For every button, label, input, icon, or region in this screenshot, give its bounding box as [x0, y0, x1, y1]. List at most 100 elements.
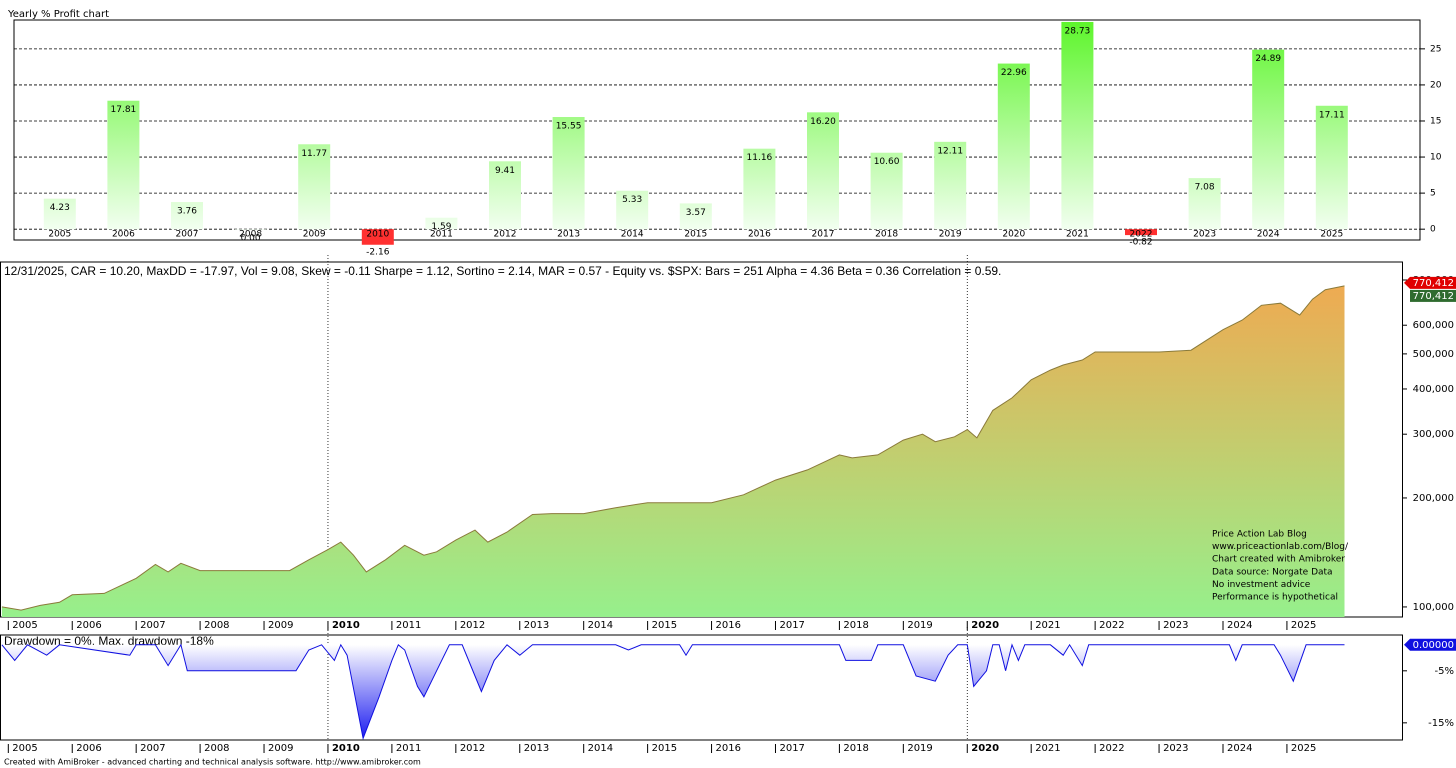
x-tick-label: 2005 [12, 620, 37, 631]
x-tick-label: 2007 [140, 620, 165, 631]
bar [870, 152, 903, 230]
profit-panel [13, 19, 1421, 241]
bar [1252, 49, 1285, 230]
x-tick-label: 2025 [1291, 620, 1316, 631]
x-tick-label: 2018 [843, 620, 868, 631]
area-fill [1, 285, 1345, 617]
y-tick-label: 15 [1430, 116, 1441, 126]
bar [489, 161, 521, 230]
x-tick-label: 2018 [843, 743, 868, 754]
bar [425, 217, 458, 230]
value-label: 0.00 [241, 234, 261, 244]
x-tick-label: 2019 [939, 230, 962, 240]
value-label: 22.96 [1001, 68, 1027, 78]
x-tick-label: 2017 [812, 230, 835, 240]
value-label: -2.16 [366, 247, 390, 257]
end-box [1410, 289, 1456, 302]
value-label: 24.89 [1255, 54, 1281, 64]
bar [1061, 21, 1094, 230]
annotation: Chart created with Amibroker [1212, 555, 1345, 565]
end-marker [1404, 638, 1456, 651]
x-tick-label: 2023 [1163, 743, 1188, 754]
x-tick-label: 2013 [524, 743, 549, 754]
x-tick-label: 2011 [396, 620, 421, 631]
x-tick-label: 2009 [268, 743, 293, 754]
y-tick-label: 400,000 [1413, 384, 1454, 395]
x-tick-label: 2014 [588, 743, 613, 754]
y-tick-label: 300,000 [1413, 429, 1454, 440]
value-label: 17.81 [111, 105, 137, 115]
x-tick-label: 2020 [1002, 230, 1025, 240]
bar [997, 63, 1030, 230]
x-tick-label: 2016 [748, 230, 771, 240]
drawdown-header: Drawdown = 0%, Max. drawdown -18% [4, 634, 214, 648]
y-tick-label: 600,000 [1413, 320, 1454, 331]
x-tick-label: 2023 [1163, 620, 1188, 631]
x-tick-label: 2017 [779, 620, 804, 631]
x-tick-label: 2017 [779, 743, 804, 754]
value-label: -0.82 [1129, 238, 1152, 248]
annotation: Performance is hypothetical [1212, 593, 1338, 603]
end-label: 770,412 [1413, 278, 1454, 289]
x-tick-label: 2010 [366, 230, 389, 240]
value-label: 12.11 [937, 146, 963, 156]
bar [552, 117, 585, 230]
x-tick-label: 2006 [76, 620, 101, 631]
x-tick-label: 2015 [652, 743, 677, 754]
x-tick-label: 2024 [1227, 620, 1252, 631]
x-tick-label: 2020 [971, 743, 999, 754]
y-tick-label: 100,000 [1413, 602, 1454, 613]
x-tick-label: 2007 [140, 743, 165, 754]
x-tick-label: 2008 [239, 230, 262, 240]
x-tick-label: 2024 [1227, 743, 1252, 754]
x-tick-label: 2022 [1130, 230, 1153, 240]
x-tick-label: 2025 [1291, 743, 1316, 754]
bar [1188, 178, 1221, 230]
y-tick-label: 5 [1430, 189, 1436, 199]
bar [234, 229, 267, 230]
y-tick-label: -15% [1428, 718, 1454, 729]
x-tick-label: 2014 [588, 620, 613, 631]
y-tick-label: -5% [1435, 666, 1454, 677]
y-tick-label: 0 [1430, 225, 1436, 235]
x-tick-label: 2022 [1099, 743, 1124, 754]
x-tick-label: 2010 [332, 620, 360, 631]
bar [171, 202, 203, 230]
equity-header: 12/31/2025, CAR = 10.20, MaxDD = -17.97,… [4, 264, 1001, 278]
value-label: 5.33 [622, 195, 642, 205]
end-label: 770,412 [1413, 291, 1454, 302]
x-tick-label: 2005 [12, 743, 37, 754]
end-label: 0.00000 [1413, 640, 1454, 651]
x-tick-label: 2022 [1099, 620, 1124, 631]
x-tick-label: 2010 [332, 743, 360, 754]
value-label: 1.59 [431, 222, 451, 232]
x-tick-label: 2024 [1257, 230, 1280, 240]
x-tick-label: 2011 [430, 230, 453, 240]
x-tick-label: 2012 [460, 743, 485, 754]
value-label: 11.77 [301, 149, 327, 159]
bar [616, 190, 649, 230]
y-tick-label: 500,000 [1413, 349, 1454, 360]
x-tick-label: 2020 [971, 620, 999, 631]
x-tick-label: 2012 [460, 620, 485, 631]
annotation: www.priceactionlab.com/Blog/ [1212, 542, 1349, 552]
x-tick-label: 2023 [1193, 230, 1216, 240]
x-tick-label: 2015 [684, 230, 707, 240]
x-tick-label: 2006 [112, 230, 135, 240]
value-label: 16.20 [810, 117, 836, 127]
value-label: 11.16 [747, 153, 773, 163]
annotation: No investment advice [1212, 580, 1311, 590]
x-tick-label: 2006 [76, 743, 101, 754]
bar [934, 141, 967, 230]
x-tick-label: 2025 [1320, 230, 1343, 240]
x-tick-label: 2019 [907, 620, 932, 631]
end-marker [1404, 276, 1456, 289]
value-label: 10.60 [874, 157, 900, 167]
x-tick-label: 2013 [557, 230, 580, 240]
x-tick-label: 2018 [875, 230, 898, 240]
x-tick-label: 2009 [303, 230, 326, 240]
annotation: Price Action Lab Blog [1212, 530, 1307, 540]
value-label: 28.73 [1065, 26, 1091, 36]
value-label: 7.08 [1195, 183, 1215, 193]
bar [298, 144, 331, 230]
